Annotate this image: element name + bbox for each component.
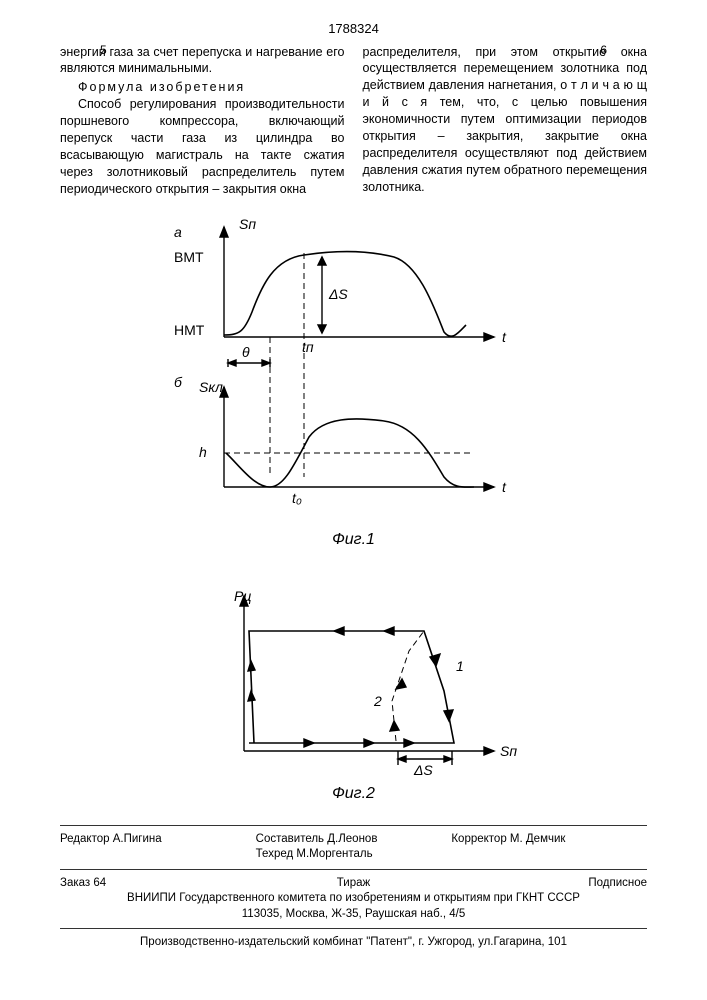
compiler: Составитель Д.Леонов (256, 832, 452, 848)
formula-heading: Формула изобретения (60, 79, 345, 96)
editor: Редактор А.Пигина (60, 832, 256, 863)
fig1-caption: Фиг.1 (60, 529, 647, 551)
fig1-hmt: НМТ (174, 322, 205, 338)
tirazh: Тираж (256, 876, 452, 892)
fig1-t0: t₀ (292, 490, 302, 506)
fig1-tp: tп (302, 339, 314, 355)
fig1-bmt: ВМТ (174, 249, 204, 265)
right-column: распределителя, при этом открытие окна о… (363, 44, 648, 198)
footer: Редактор А.Пигина Составитель Д.Леонов Т… (60, 825, 647, 951)
two-column-text: энергии газа за счет перепуска и нагрева… (60, 44, 647, 198)
org: ВНИИПИ Государственного комитета по изоб… (60, 891, 647, 907)
fig2-x-label: Sп (500, 743, 517, 759)
page-number-left: 5 (100, 42, 107, 58)
fig1-h: h (199, 444, 207, 460)
right-p1: распределителя, при этом открытие окна о… (363, 44, 648, 196)
podpis: Подписное (451, 876, 647, 892)
figure-1: а Sп ВМТ НМТ t ΔS tп θ (60, 207, 647, 551)
fig2-label-2: 2 (373, 693, 382, 709)
fig1-theta: θ (242, 344, 250, 360)
patent-number: 1788324 (60, 20, 647, 38)
fig1-axis-sp: Sп (239, 216, 256, 232)
fig1-axis-skl: Sкл (199, 379, 223, 395)
figure-2: Pц Sп 1 2 (60, 581, 647, 805)
fig2-caption: Фиг.2 (60, 783, 647, 805)
corrector: Корректор М. Демчик (451, 832, 647, 863)
fig2-label-1: 1 (456, 658, 464, 674)
fig1-label-a: а (174, 224, 182, 240)
fig1-t-upper: t (502, 329, 507, 345)
fig1-t-lower: t (502, 479, 507, 495)
tech: Техред М.Моргенталь (256, 847, 452, 863)
fig1-delta-s: ΔS (328, 286, 348, 302)
addr: 113035, Москва, Ж-35, Раушская наб., 4/5 (60, 907, 647, 923)
press: Производственно-издательский комбинат "П… (60, 935, 647, 951)
fig2-delta-s: ΔS (413, 762, 433, 778)
left-p2: Способ регулирования производитель­ности… (60, 96, 345, 197)
page-number-right: 6 (600, 42, 607, 58)
order: Заказ 64 (60, 876, 256, 892)
fig1-label-b: б (174, 374, 183, 390)
left-column: энергии газа за счет перепуска и нагрева… (60, 44, 345, 198)
